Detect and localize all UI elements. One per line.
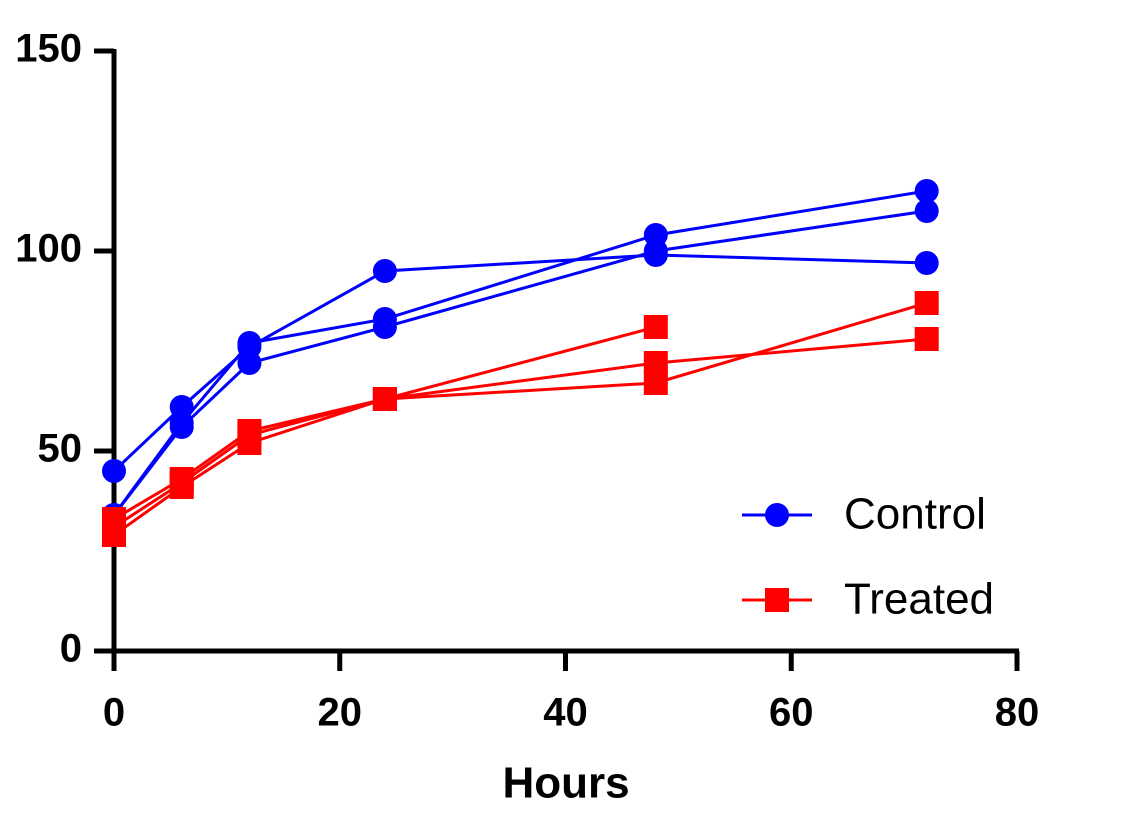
marker xyxy=(237,351,262,375)
x-tick-label: 20 xyxy=(318,691,363,735)
marker xyxy=(372,259,397,283)
marker xyxy=(102,515,126,539)
marker xyxy=(237,331,262,355)
y-tick-label: 100 xyxy=(15,227,82,271)
y-tick-label: 0 xyxy=(60,627,82,671)
marker xyxy=(372,315,397,339)
x-tick-label: 0 xyxy=(103,691,125,735)
series-line xyxy=(113,325,657,521)
marker xyxy=(169,471,194,495)
marker xyxy=(914,291,939,315)
marker xyxy=(914,251,939,275)
series-line xyxy=(112,209,927,516)
marker xyxy=(372,387,397,411)
x-tick-label: 80 xyxy=(995,691,1040,735)
series-line xyxy=(112,189,927,516)
legend-label: Control xyxy=(844,490,986,539)
x-tick-label: 40 xyxy=(543,691,588,735)
marker xyxy=(643,239,668,263)
marker xyxy=(765,588,789,612)
marker xyxy=(237,423,262,447)
marker xyxy=(169,415,194,439)
y-tick-label: 50 xyxy=(38,427,83,471)
x-axis-title: Hours xyxy=(502,759,629,808)
marker xyxy=(643,315,668,339)
marker xyxy=(765,503,789,527)
y-tick-label: 150 xyxy=(15,27,82,71)
marker xyxy=(914,179,939,203)
series-line xyxy=(112,253,927,473)
marker xyxy=(102,459,126,483)
series-line xyxy=(113,301,928,537)
series-line xyxy=(113,337,927,529)
legend-label: Treated xyxy=(844,575,994,624)
marker xyxy=(914,327,939,351)
marker xyxy=(643,351,668,375)
x-tick-label: 60 xyxy=(769,691,814,735)
marker xyxy=(914,199,939,223)
